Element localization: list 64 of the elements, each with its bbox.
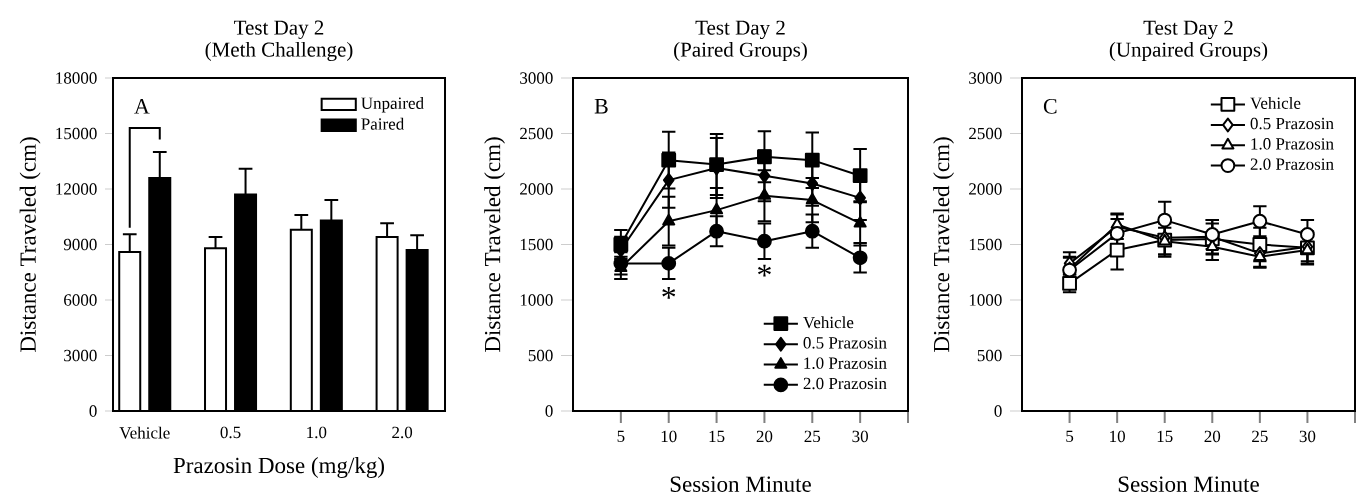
x-tick-label: 20 [756, 430, 773, 443]
legend-label: 2.0 Prazosin [803, 377, 887, 390]
legend-label: Unpaired [361, 97, 424, 113]
y-tick-label: 0 [89, 405, 97, 417]
y-tick-label: 500 [528, 349, 553, 362]
chart-subtitle: (Paired Groups) [674, 41, 807, 61]
y-tick-label: 3000 [520, 72, 553, 84]
y-tick-label: 3000 [969, 72, 1002, 84]
legend-label: 2.0 Prazosin [1250, 158, 1334, 170]
x-tick-label: 2.0 [392, 426, 413, 439]
legend-label: 0.5 Prazosin [803, 337, 887, 349]
x-tick-label: 1.0 [307, 426, 327, 439]
x-tick-label: 10 [661, 430, 677, 443]
x-tick-label: 15 [1157, 430, 1173, 443]
x-tick-label: 10 [1110, 430, 1125, 443]
y-tick-label: 1500 [520, 238, 553, 251]
chart-title: Test Day 2 [234, 20, 324, 39]
x-tick-label: 5 [617, 430, 625, 442]
y-tick-label: 1500 [969, 238, 1002, 251]
x-tick-label: 30 [1299, 430, 1316, 443]
x-tick-label: 25 [804, 430, 821, 443]
y-tick-label: 12000 [56, 183, 97, 195]
annotation: B [594, 99, 608, 114]
y-axis-title: Distance Traveled (cm) [19, 137, 41, 352]
y-tick-label: 15000 [56, 127, 97, 140]
legend-label: Vehicle [1250, 97, 1301, 110]
y-axis-title: Distance Traveled (cm) [933, 137, 955, 352]
x-tick-label: 25 [1252, 430, 1268, 443]
y-tick-label: 18000 [56, 72, 97, 84]
y-tick-label: 6000 [64, 294, 97, 306]
y-tick-label: 9000 [63, 238, 97, 251]
legend-label: 0.5 Prazosin [1250, 117, 1334, 130]
chart-subtitle: (Meth Challenge) [205, 41, 353, 61]
y-tick-label: 2500 [520, 127, 553, 140]
chart-title: Test Day 2 [1143, 20, 1233, 40]
chart-title: Test Day 2 [695, 20, 785, 40]
x-tick-label: 5 [1066, 430, 1074, 442]
legend-label: Paired [361, 117, 405, 130]
annotation: * [662, 286, 676, 299]
annotation: * [758, 264, 771, 277]
x-axis-title: Session Minute [670, 476, 811, 492]
x-tick-label: 30 [852, 430, 868, 443]
y-tick-label: 2500 [969, 127, 1002, 140]
x-tick-label: 15 [709, 430, 725, 443]
legend-label: 1.0 Prazosin [1251, 138, 1334, 150]
annotation: A [134, 98, 150, 114]
y-tick-label: 2000 [969, 183, 1002, 195]
x-tick-label: Vehicle [119, 426, 170, 439]
y-tick-label: 0 [545, 405, 553, 417]
y-axis-title: Distance Traveled (cm) [484, 137, 506, 352]
y-tick-label: 3000 [64, 349, 97, 362]
y-tick-label: 2000 [520, 183, 553, 195]
chart-subtitle: (Unpaired Groups) [1109, 41, 1268, 61]
x-axis-title: Session Minute [1118, 476, 1259, 492]
y-tick-label: 0 [994, 405, 1002, 417]
x-tick-label: 20 [1204, 430, 1221, 443]
y-tick-label: 1000 [969, 294, 1002, 306]
y-tick-label: 500 [977, 349, 1002, 362]
legend-label: 1.0 Prazosin [804, 357, 887, 369]
x-axis-title: Prazosin Dose (mg/kg) [173, 457, 385, 478]
x-tick-label: 0.5 [220, 426, 241, 439]
annotation: C [1043, 99, 1057, 114]
legend-label: Vehicle [803, 316, 854, 329]
y-tick-label: 1000 [520, 294, 553, 306]
